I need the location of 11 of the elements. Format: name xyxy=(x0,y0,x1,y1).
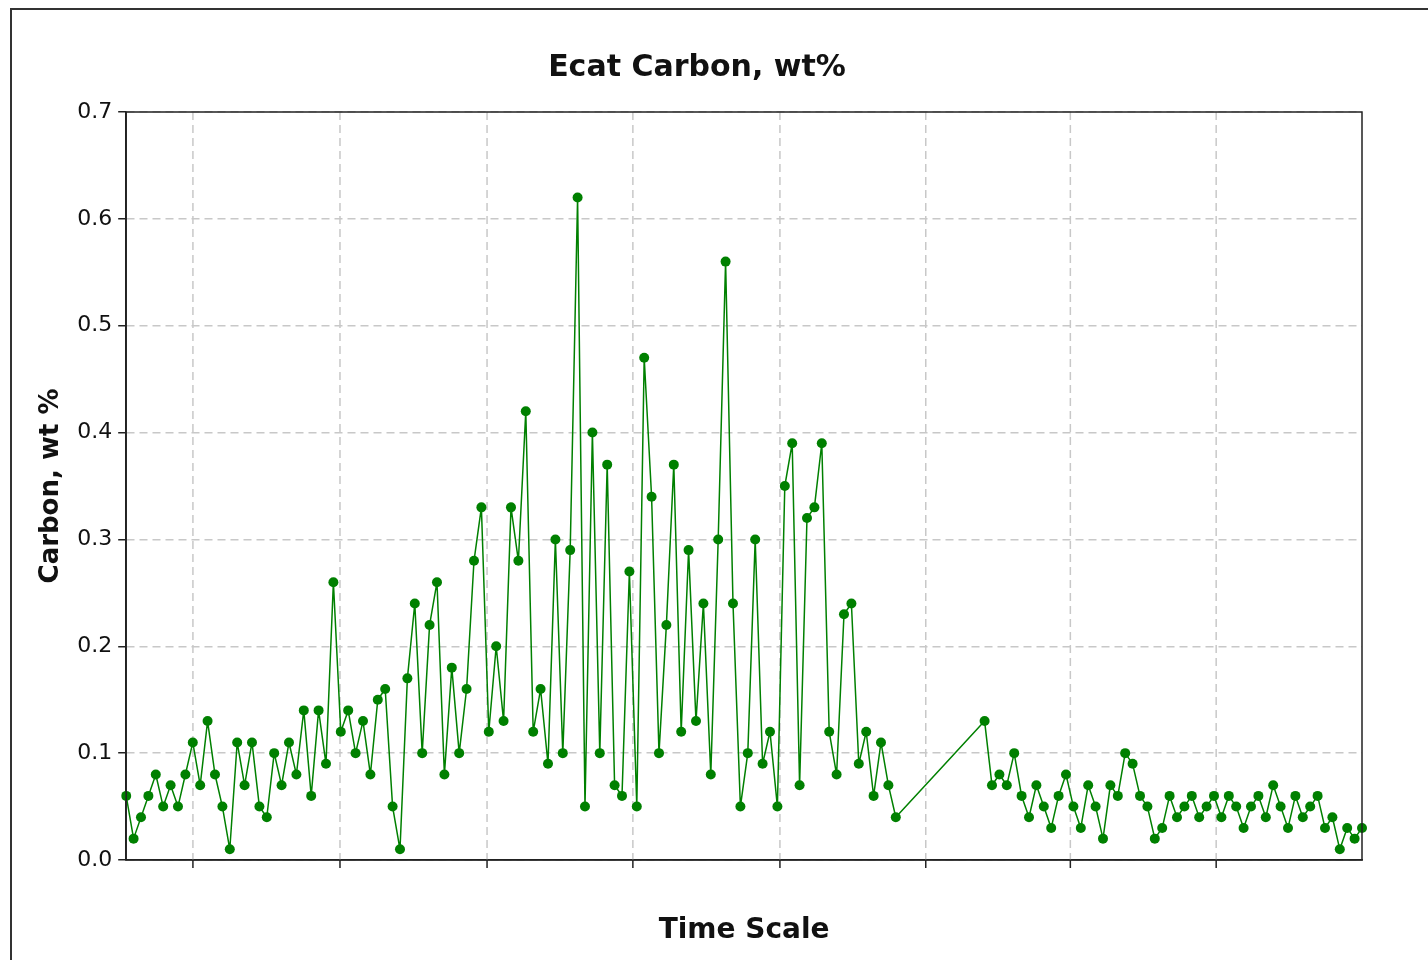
y-tick-label: 0.4 xyxy=(77,418,113,444)
y-tick-label: 0.6 xyxy=(77,204,113,230)
y-tick-label: 0.0 xyxy=(77,845,113,871)
y-axis-title: Carbon, wt % xyxy=(34,388,65,584)
y-tick-label: 0.3 xyxy=(77,525,113,551)
chart-title: Ecat Carbon, wt% xyxy=(548,47,846,83)
y-tick-label: 0.2 xyxy=(77,632,113,657)
y-tick-label: 0.5 xyxy=(77,311,113,337)
x-axis-title: Time Scale xyxy=(658,912,830,946)
y-tick-label: 0.1 xyxy=(77,738,113,764)
y-tick-label: 0.7 xyxy=(77,97,113,123)
